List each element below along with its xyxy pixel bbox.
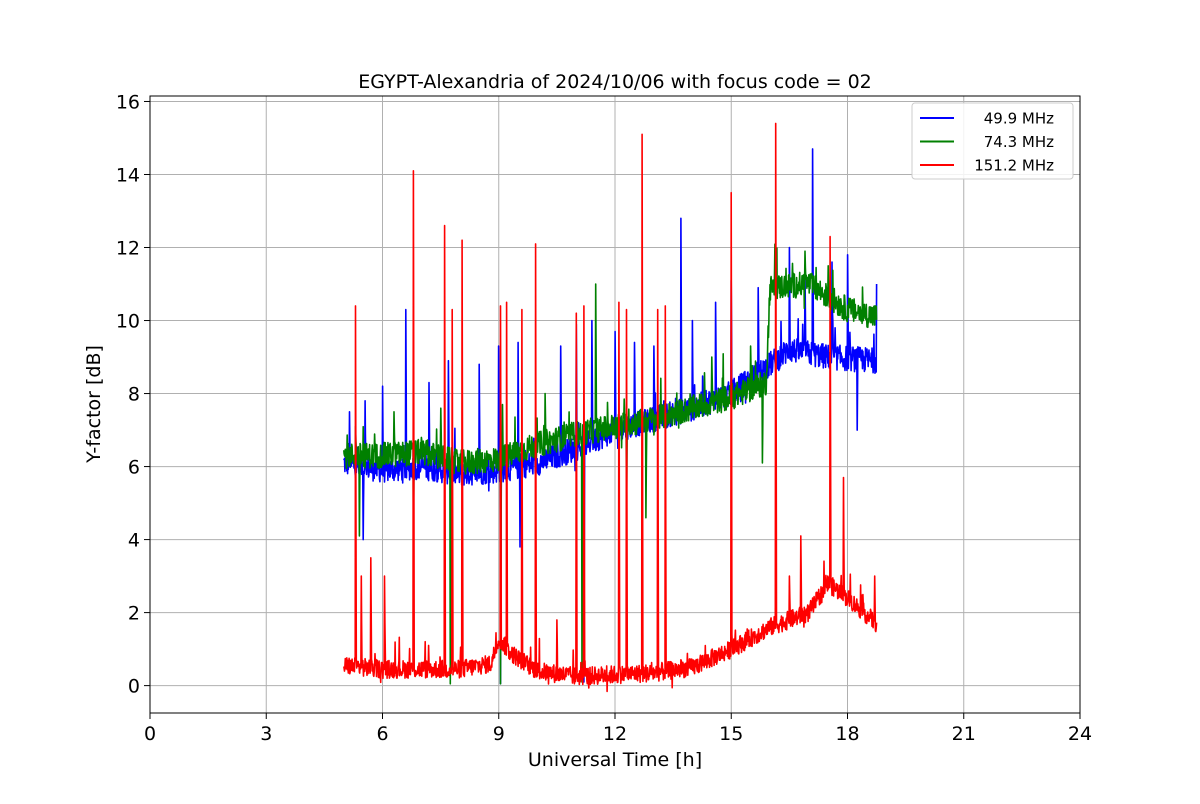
x-tick-label: 24 [1068,723,1092,745]
series-layer [343,122,878,693]
legend: 49.9 MHz 74.3 MHz 151.2 MHz [911,102,1074,180]
y-tick-label: 4 [128,530,140,552]
y-tick-label: 6 [128,457,140,479]
y-tick-label: 10 [116,311,140,333]
x-tick-label: 18 [835,723,859,745]
y-tick-label: 16 [116,91,140,113]
y-tick-label: 12 [116,238,140,260]
legend-box [911,102,1074,180]
x-tick-label: 6 [376,723,388,745]
x-tick-label: 9 [493,723,505,745]
chart-title: EGYPT-Alexandria of 2024/10/06 with focu… [358,71,872,93]
y-tick-label: 2 [128,603,140,625]
x-tick-label: 3 [260,723,272,745]
y-tick-label: 14 [116,164,140,186]
x-tick-label: 0 [144,723,156,745]
x-axis-label: Universal Time [h] [528,749,702,771]
x-tick-label: 15 [719,723,743,745]
legend-label-1: 74.3 MHz [984,133,1054,151]
legend-label-0: 49.9 MHz [984,110,1054,128]
y-axis-label: Y-factor [dB] [83,345,105,464]
x-tick-label: 12 [603,723,627,745]
series-line-0 [343,148,878,685]
series-line-1 [343,243,878,685]
y-tick-label: 8 [128,384,140,406]
x-tick-label: 21 [952,723,976,745]
legend-label-2: 151.2 MHz [974,157,1054,175]
series-line-2 [343,122,878,693]
y-tick-label: 0 [128,676,140,698]
